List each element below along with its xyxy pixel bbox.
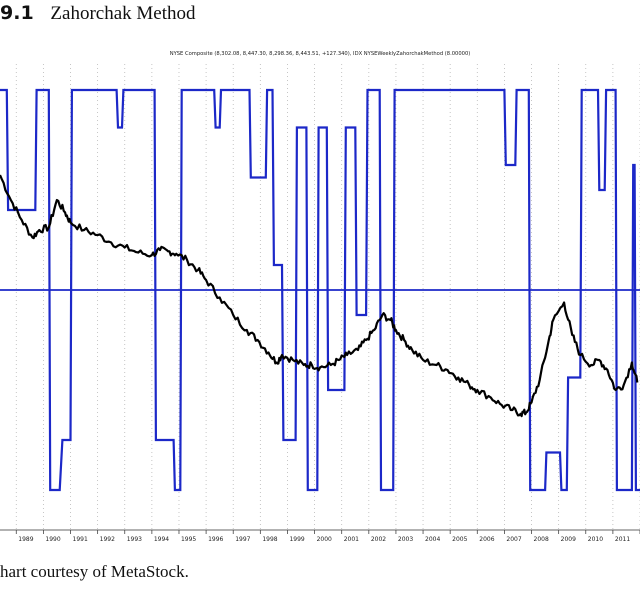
x-tick-label: 1995	[181, 536, 196, 543]
x-tick-label: 2011	[615, 536, 630, 543]
x-tick-label: 1994	[154, 536, 169, 543]
figure-header: 9.1 Zahorchak Method	[0, 2, 196, 28]
figure-caption: hart courtesy of MetaStock.	[0, 562, 189, 581]
x-tick-label: 2010	[588, 536, 603, 543]
figure-title: Zahorchak Method	[50, 3, 196, 24]
x-tick-label: 1992	[100, 536, 115, 543]
x-tick-label: 1996	[208, 536, 223, 543]
chart-title: NYSE Composite (8,302.08, 8,447.30, 8,29…	[170, 51, 471, 57]
price-series-line	[0, 174, 639, 418]
x-tick-label: 1993	[127, 536, 142, 543]
x-tick-label: 2004	[425, 536, 440, 543]
x-axis-ticks: 1989 1990 1991 1992 1993 1994 1995 1996 1997 1998…	[15, 530, 640, 543]
x-tick-label: 2005	[452, 536, 467, 543]
x-tick-label: 1990	[45, 536, 60, 543]
x-tick-label: 2001	[344, 536, 359, 543]
chart: 1989 1990 1991 1992 1993 1994 1995 1996 1997 1998…	[0, 44, 640, 550]
x-tick-label: 2003	[398, 536, 413, 543]
figure-number: 9.1	[0, 2, 34, 24]
indicator-series-line	[0, 88, 640, 492]
x-tick-label: 2008	[534, 536, 549, 543]
x-tick-label: 1998	[262, 536, 277, 543]
x-tick-label: 2009	[561, 536, 576, 543]
x-tick-label: 1989	[18, 536, 33, 543]
x-tick-label: 2000	[317, 536, 332, 543]
chart-canvas: 1989 1990 1991 1992 1993 1994 1995 1996 1997 1998…	[0, 51, 640, 543]
x-tick-label: 1999	[289, 536, 304, 543]
x-tick-label: 2006	[479, 536, 494, 543]
x-tick-label: 2007	[506, 536, 521, 543]
x-tick-label: 1997	[235, 536, 250, 543]
x-tick-label: 1991	[73, 536, 88, 543]
x-tick-label: 2002	[371, 536, 386, 543]
